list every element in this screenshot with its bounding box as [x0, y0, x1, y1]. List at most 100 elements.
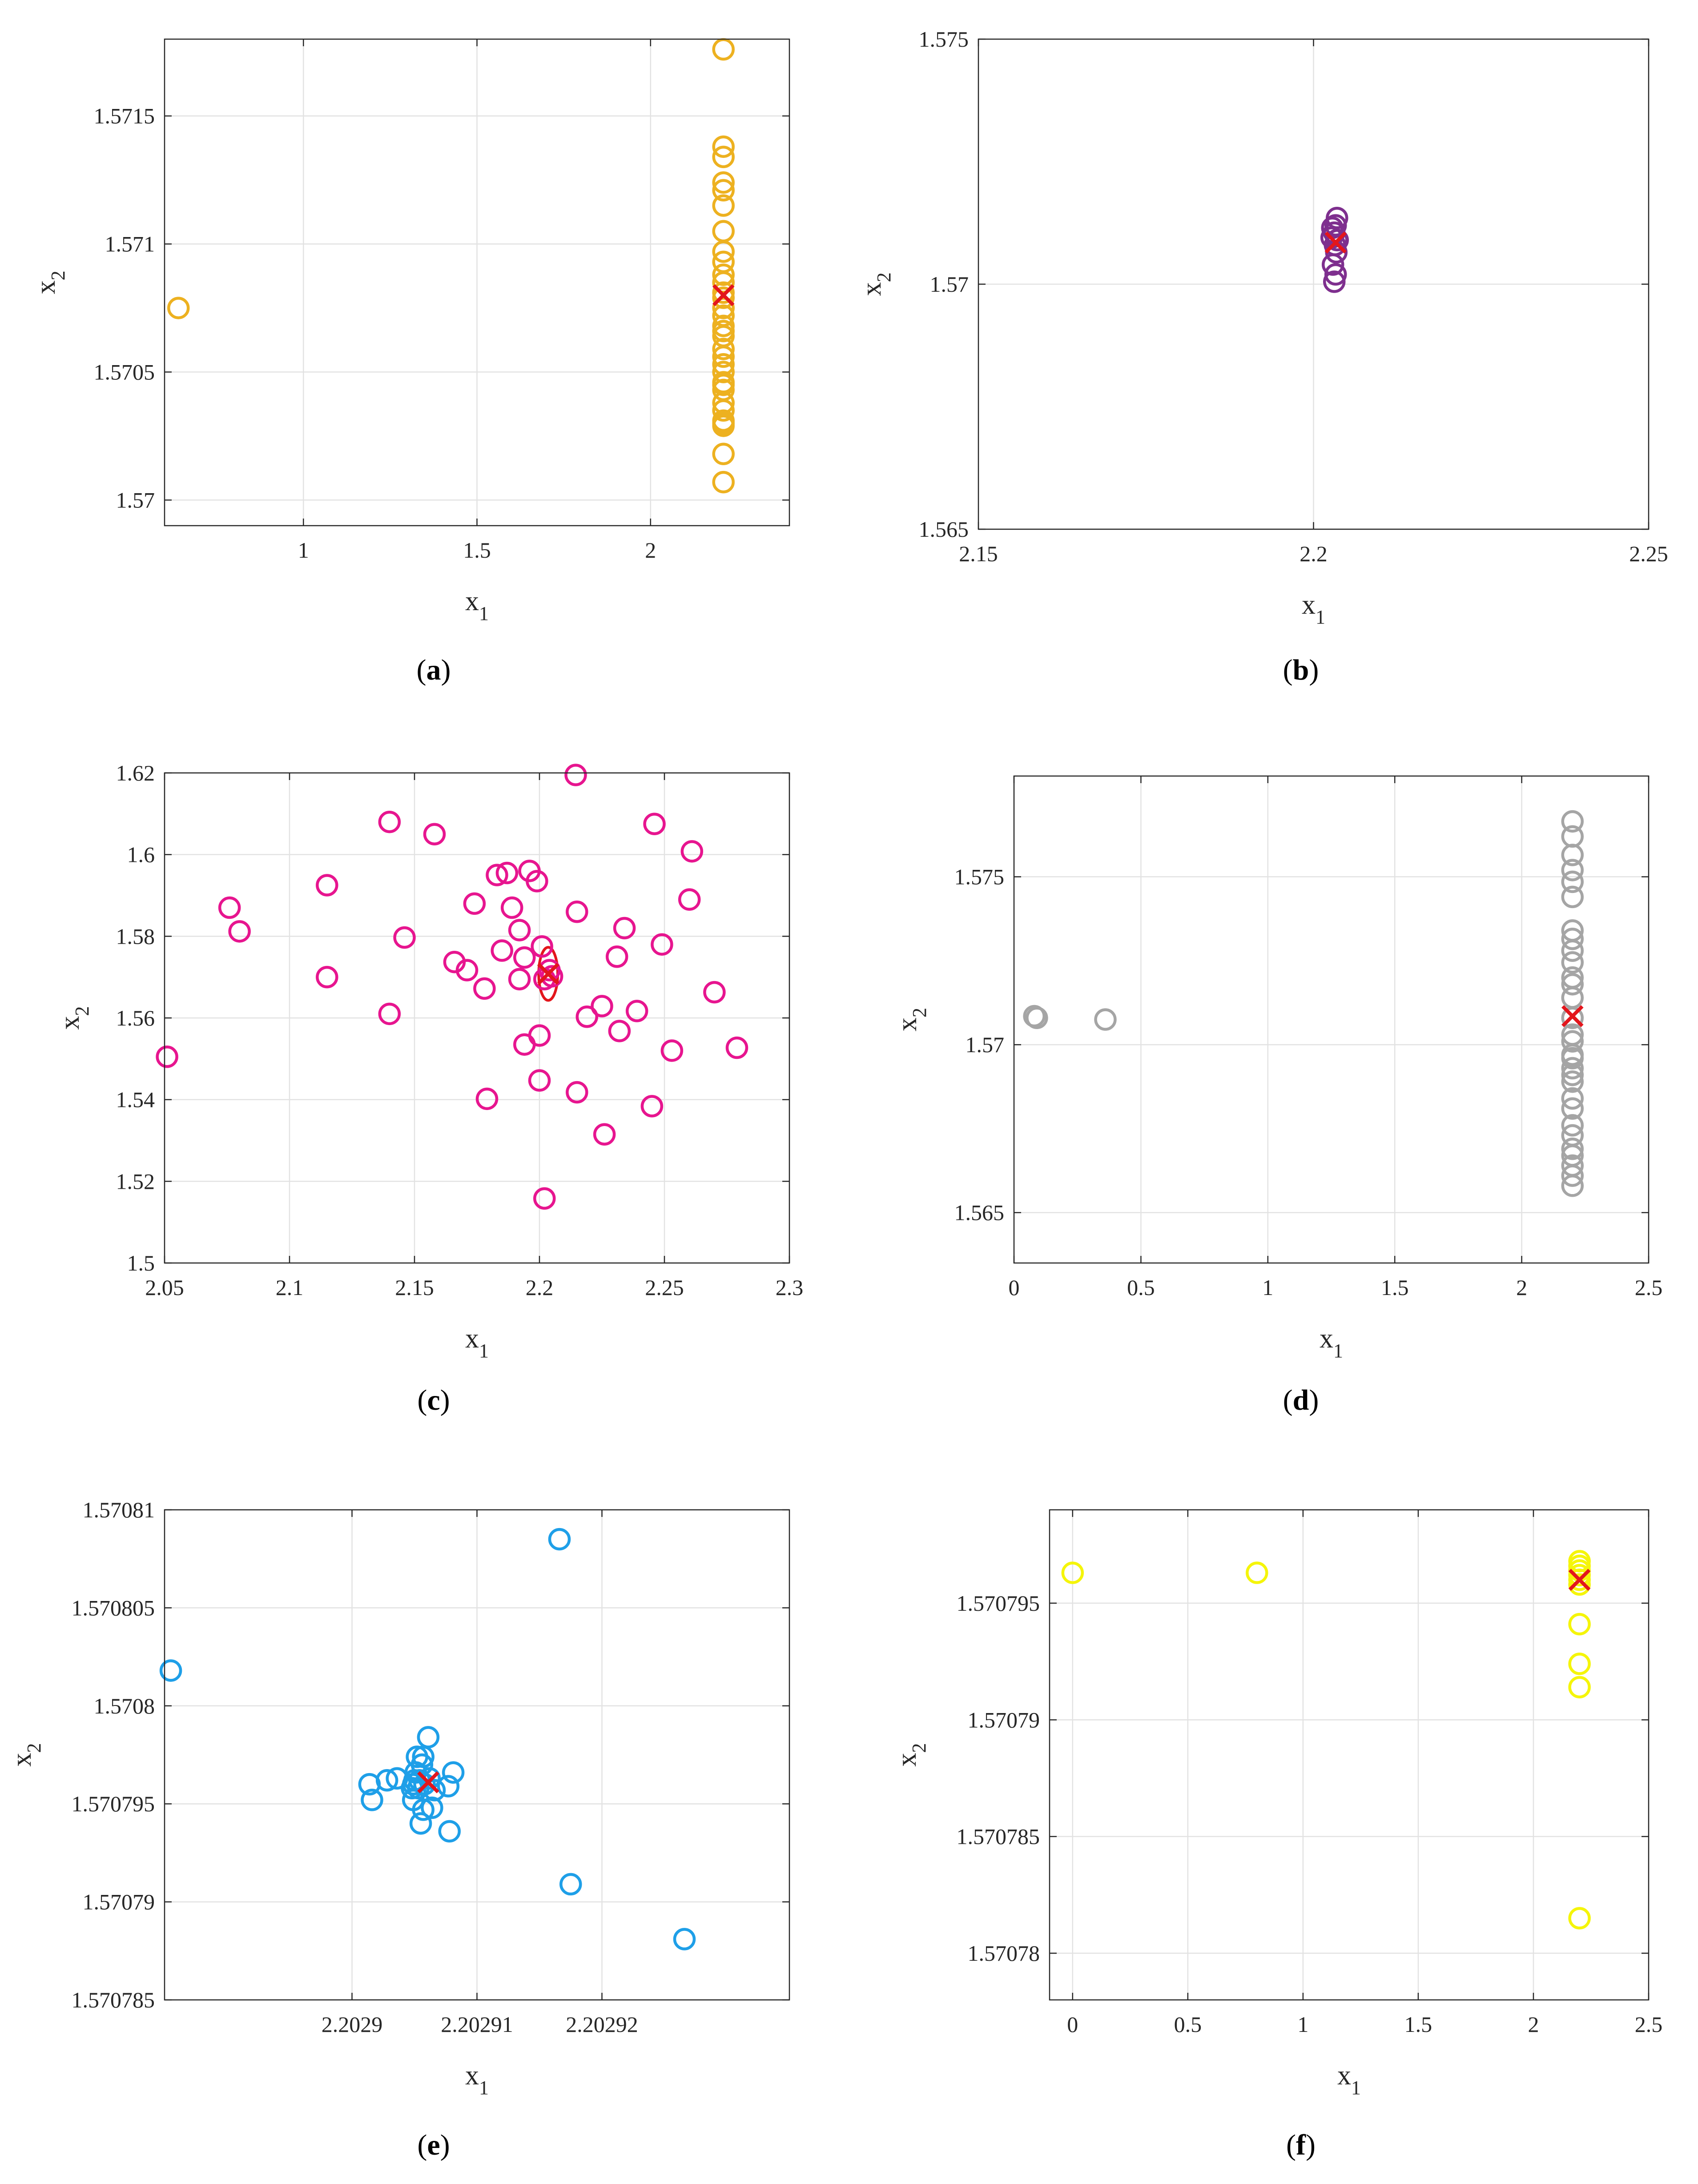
x-axis-label-sub: 1	[1351, 2077, 1361, 2099]
data-point	[378, 1002, 401, 1026]
panel-caption: (e)	[417, 2129, 450, 2161]
y-axis-label: x2	[892, 1008, 930, 1031]
y-axis-label-sub: 2	[23, 1743, 45, 1753]
data-point	[156, 1045, 178, 1068]
data-point	[228, 920, 251, 943]
data-point	[316, 874, 338, 897]
data-point	[1561, 1137, 1584, 1160]
data-point	[712, 338, 735, 360]
panel-caption-letter: d	[1293, 1384, 1309, 1416]
data-point	[643, 812, 666, 836]
best-point-marker	[1324, 231, 1347, 254]
x-axis-label: x1	[465, 1323, 489, 1362]
x-axis-label: x1	[465, 2060, 489, 2099]
chart-panel-d: 0 0.5 1 1.5 2 2.5 1.565 1.57 1.575 x1 x2 (d)	[892, 775, 1662, 1416]
y-tick-label: 1.5705	[94, 360, 155, 385]
x-tick-label: 2.2029	[322, 2012, 383, 2037]
y-axis-label-sub: 2	[908, 1743, 930, 1753]
y-tick-label: 1.571	[105, 232, 155, 257]
x-axis-label: x1	[1302, 590, 1325, 628]
data-point	[1061, 1561, 1084, 1584]
data-point	[167, 297, 190, 319]
data-point	[566, 1081, 588, 1104]
best-point-marker	[712, 284, 735, 306]
y-axis-label-sub: 2	[873, 273, 895, 282]
data-point	[1094, 1008, 1117, 1031]
data-point	[423, 823, 446, 845]
data-point	[673, 1928, 696, 1951]
data-point	[1568, 1613, 1591, 1636]
y-tick-label: 1.6	[127, 842, 155, 867]
data-point	[316, 965, 338, 989]
data-point	[712, 263, 735, 286]
data-point	[613, 917, 636, 940]
data-point	[495, 861, 519, 885]
y-axis-label: x2	[31, 271, 69, 294]
data-point	[575, 1005, 599, 1028]
data-point	[528, 1069, 551, 1092]
plot-area	[1014, 776, 1649, 1263]
data-point	[1561, 939, 1584, 962]
data-point	[1561, 1057, 1584, 1080]
data-point	[712, 194, 735, 217]
x-tick-label: 2	[1528, 2012, 1539, 2037]
data-point	[712, 145, 735, 169]
chart-panel-b: 2.15 2.2 2.25 1.565 1.57 1.575 x1 x2 (b)	[857, 27, 1668, 686]
x-tick-label: 0	[1009, 1275, 1020, 1300]
best-point-marker	[537, 962, 559, 985]
y-tick-label: 1.57081	[83, 1497, 155, 1522]
data-point	[712, 304, 735, 327]
data-point	[1561, 810, 1584, 833]
best-point-stroke	[712, 284, 735, 306]
x-tick-label: 0	[1067, 2012, 1078, 2037]
data-point	[1326, 229, 1349, 252]
data-point	[491, 939, 513, 962]
data-point	[1561, 1087, 1584, 1110]
best-point-stroke	[1568, 1569, 1591, 1591]
data-point	[712, 320, 735, 342]
panel-caption-letter: b	[1293, 654, 1309, 686]
data-point	[712, 286, 735, 309]
data-point	[1561, 1097, 1584, 1120]
y-tick-label: 1.57	[116, 487, 155, 512]
chart-panel-e: 2.2029 2.20291 2.20292 1.570785 1.57079 1.570…	[7, 1497, 790, 2161]
x-tick-label: 2.2	[1300, 541, 1328, 566]
y-tick-label: 1.575	[954, 865, 1005, 889]
data-point	[703, 981, 726, 1004]
x-axis-label-sub: 1	[479, 603, 489, 624]
y-tick-label: 1.5715	[94, 104, 155, 129]
data-point	[513, 1033, 536, 1056]
data-point	[712, 442, 735, 466]
x-tick-label: 2	[1516, 1275, 1527, 1300]
data-point	[605, 945, 628, 968]
y-tick-label: 1.5	[127, 1251, 155, 1275]
y-tick-label: 1.570795	[957, 1591, 1040, 1616]
data-point	[1026, 1006, 1048, 1029]
y-tick-label: 1.5708	[94, 1693, 155, 1718]
data-point	[1323, 270, 1346, 293]
chart-panel-a: 1 1.5 2 1.57 1.5705 1.571 1.5715 x1 x2 (a)	[31, 38, 790, 686]
data-point	[540, 965, 563, 988]
panel-caption: (f)	[1286, 2129, 1316, 2161]
data-point	[475, 1087, 499, 1110]
data-point	[712, 361, 735, 383]
x-axis-label-sub: 1	[479, 2077, 489, 2099]
y-tick-label: 1.58	[116, 924, 155, 949]
data-point	[712, 135, 735, 158]
data-point	[423, 1779, 446, 1802]
x-tick-label: 1	[298, 538, 309, 563]
data-point	[640, 1095, 664, 1118]
data-point	[608, 1020, 631, 1042]
data-point	[486, 864, 508, 886]
data-point	[508, 968, 531, 991]
panel-caption: (c)	[417, 1384, 450, 1416]
data-point	[660, 1039, 684, 1062]
data-point	[1561, 973, 1584, 996]
data-point	[559, 1873, 582, 1896]
chart-panel-f: 0 0.5 1 1.5 2 2.5 1.57078 1.570785 1.57079 1.5707…	[892, 1509, 1662, 2161]
x-tick-label: 2.20292	[566, 2012, 638, 2037]
y-tick-label: 1.57	[966, 1032, 1005, 1057]
data-point	[1561, 1006, 1584, 1029]
data-point	[651, 933, 673, 956]
y-tick-label: 1.56	[116, 1006, 155, 1030]
